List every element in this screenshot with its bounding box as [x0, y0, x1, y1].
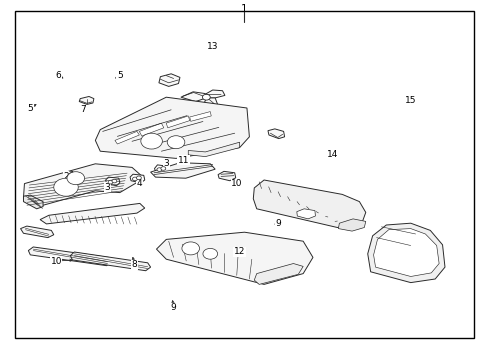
Text: 5: 5: [117, 71, 122, 80]
Text: 11: 11: [177, 156, 189, 165]
Circle shape: [108, 180, 113, 184]
Text: 3: 3: [104, 183, 110, 192]
Polygon shape: [373, 229, 438, 276]
Polygon shape: [115, 131, 139, 144]
Polygon shape: [23, 195, 43, 209]
Circle shape: [112, 179, 117, 183]
Polygon shape: [70, 252, 150, 271]
Text: 9: 9: [170, 303, 176, 312]
Text: 3: 3: [163, 159, 169, 168]
Polygon shape: [156, 232, 312, 284]
Polygon shape: [150, 163, 215, 178]
Polygon shape: [203, 98, 217, 108]
Text: 7: 7: [80, 105, 86, 114]
Circle shape: [132, 177, 137, 181]
Polygon shape: [253, 180, 365, 228]
Polygon shape: [130, 174, 144, 183]
Polygon shape: [139, 123, 163, 136]
Polygon shape: [188, 142, 239, 157]
Polygon shape: [95, 97, 249, 158]
Text: 10: 10: [50, 256, 62, 266]
Circle shape: [202, 94, 210, 100]
Polygon shape: [40, 203, 144, 224]
Text: 12: 12: [233, 248, 245, 256]
Circle shape: [141, 133, 162, 149]
Circle shape: [167, 136, 184, 149]
Polygon shape: [20, 226, 54, 238]
Polygon shape: [23, 164, 144, 207]
Polygon shape: [338, 219, 365, 231]
Text: 4: 4: [136, 179, 142, 188]
Circle shape: [203, 248, 217, 259]
Text: 9: 9: [275, 219, 281, 228]
Polygon shape: [367, 223, 444, 283]
Circle shape: [136, 176, 141, 180]
Circle shape: [161, 167, 165, 170]
Circle shape: [67, 172, 84, 185]
Polygon shape: [254, 264, 303, 284]
Polygon shape: [166, 116, 189, 128]
Polygon shape: [105, 177, 120, 186]
Polygon shape: [154, 165, 169, 174]
Text: 5: 5: [27, 104, 33, 113]
Circle shape: [157, 168, 162, 171]
Polygon shape: [267, 129, 284, 139]
Polygon shape: [79, 96, 94, 104]
Text: 8: 8: [131, 260, 137, 269]
Polygon shape: [28, 247, 111, 266]
Polygon shape: [206, 90, 224, 98]
Circle shape: [182, 242, 199, 255]
Polygon shape: [181, 92, 206, 102]
Text: 14: 14: [326, 150, 338, 159]
Polygon shape: [159, 74, 180, 86]
Polygon shape: [189, 112, 211, 121]
Text: 13: 13: [206, 42, 218, 51]
Text: 1: 1: [241, 4, 247, 14]
Circle shape: [54, 178, 78, 196]
Polygon shape: [296, 209, 315, 219]
Text: 6: 6: [56, 71, 61, 80]
Text: 2: 2: [63, 172, 69, 181]
Text: 15: 15: [404, 96, 416, 105]
Text: 10: 10: [231, 179, 243, 188]
Polygon shape: [218, 171, 235, 181]
